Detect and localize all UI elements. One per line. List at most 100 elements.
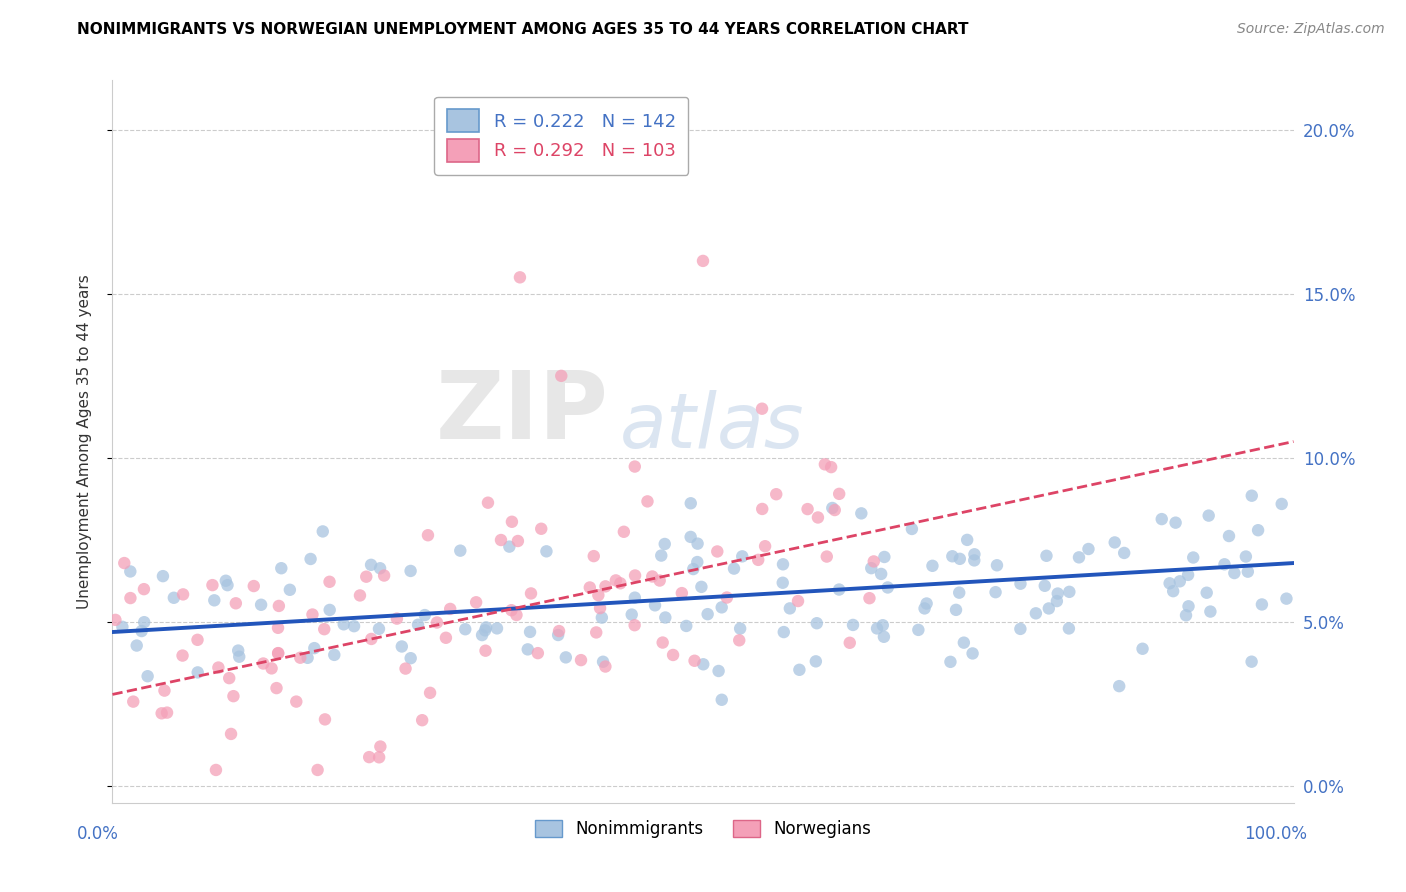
Point: [122, 695, 145, 709]
Point: [824, 503, 846, 517]
Point: [623, 618, 645, 632]
Point: [477, 496, 499, 510]
Point: [267, 646, 290, 660]
Point: [779, 601, 801, 615]
Point: [368, 750, 391, 764]
Point: [585, 625, 607, 640]
Point: [679, 496, 702, 510]
Point: [1035, 549, 1057, 563]
Point: [860, 561, 883, 575]
Point: [1010, 576, 1032, 591]
Point: [710, 693, 733, 707]
Point: [314, 622, 336, 636]
Point: [858, 591, 880, 606]
Point: [226, 643, 249, 657]
Point: [690, 580, 713, 594]
Point: [267, 646, 290, 660]
Point: [754, 539, 776, 553]
Point: [1059, 584, 1081, 599]
Point: [416, 528, 439, 542]
Point: [842, 618, 865, 632]
Point: [710, 600, 733, 615]
Point: [156, 706, 179, 720]
Text: 0.0%: 0.0%: [77, 825, 120, 843]
Point: [671, 586, 693, 600]
Point: [1195, 585, 1218, 599]
Point: [1033, 579, 1056, 593]
Point: [637, 494, 659, 508]
Point: [304, 641, 326, 656]
Point: [134, 615, 156, 630]
Point: [225, 596, 247, 610]
Point: [399, 651, 422, 665]
Point: [963, 553, 986, 567]
Point: [1114, 546, 1136, 560]
Point: [876, 581, 898, 595]
Point: [873, 549, 896, 564]
Point: [474, 624, 496, 638]
Point: [605, 574, 627, 588]
Legend: Nonimmigrants, Norwegians: Nonimmigrants, Norwegians: [529, 814, 877, 845]
Point: [475, 620, 498, 634]
Point: [426, 615, 449, 630]
Point: [489, 533, 512, 547]
Point: [641, 569, 664, 583]
Point: [1067, 550, 1090, 565]
Point: [501, 603, 523, 617]
Point: [187, 665, 209, 680]
Point: [104, 613, 127, 627]
Point: [963, 547, 986, 561]
Point: [589, 601, 612, 615]
Point: [391, 640, 413, 654]
Point: [454, 622, 477, 636]
Point: [360, 632, 382, 646]
Point: [505, 607, 527, 622]
Point: [588, 588, 610, 602]
Point: [751, 401, 773, 416]
Point: [686, 536, 709, 550]
Point: [679, 530, 702, 544]
Point: [815, 549, 838, 564]
Point: [406, 617, 429, 632]
Point: [1271, 497, 1294, 511]
Point: [707, 664, 730, 678]
Point: [806, 616, 828, 631]
Point: [962, 647, 984, 661]
Point: [828, 487, 851, 501]
Point: [1198, 508, 1220, 523]
Point: [1164, 516, 1187, 530]
Point: [1177, 567, 1199, 582]
Point: [620, 607, 643, 622]
Point: [509, 270, 531, 285]
Point: [787, 594, 810, 608]
Point: [654, 610, 676, 624]
Point: [624, 591, 647, 605]
Point: [941, 549, 963, 564]
Point: [921, 558, 943, 573]
Point: [872, 618, 894, 632]
Point: [474, 643, 496, 657]
Point: [394, 662, 416, 676]
Point: [984, 585, 1007, 599]
Point: [592, 655, 614, 669]
Point: [1161, 584, 1184, 599]
Point: [359, 750, 381, 764]
Point: [465, 595, 488, 609]
Point: [290, 650, 312, 665]
Point: [804, 654, 827, 668]
Point: [696, 607, 718, 622]
Point: [1132, 641, 1154, 656]
Point: [219, 727, 242, 741]
Point: [411, 713, 433, 727]
Point: [1175, 608, 1198, 623]
Point: [956, 533, 979, 547]
Point: [662, 648, 685, 662]
Point: [772, 575, 794, 590]
Point: [314, 712, 336, 726]
Point: [821, 500, 844, 515]
Text: NONIMMIGRANTS VS NORWEGIAN UNEMPLOYMENT AMONG AGES 35 TO 44 YEARS CORRELATION CH: NONIMMIGRANTS VS NORWEGIAN UNEMPLOYMENT …: [77, 22, 969, 37]
Point: [207, 660, 229, 674]
Point: [349, 589, 371, 603]
Point: [1108, 679, 1130, 693]
Point: [675, 619, 697, 633]
